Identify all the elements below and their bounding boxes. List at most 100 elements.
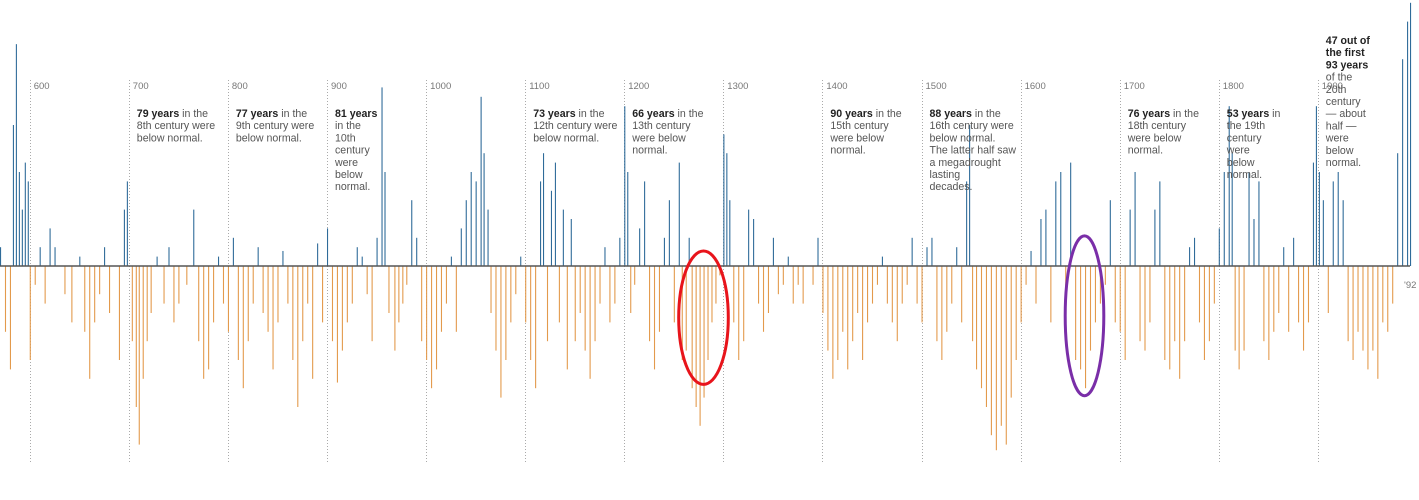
bar (142, 266, 144, 379)
annotation-line: normal. (1227, 169, 1262, 181)
annotation-line: below normal. (533, 132, 599, 144)
annotation-text: normal. (830, 145, 865, 157)
bar (1124, 266, 1126, 360)
annotation-line: 90 years in the (830, 108, 901, 120)
annotation-text: The latter half saw (930, 145, 1017, 157)
bar (562, 209, 564, 266)
bar (941, 266, 943, 360)
bar (1382, 266, 1384, 323)
bar (406, 266, 408, 285)
bar (673, 266, 675, 323)
bar (589, 266, 591, 379)
bar (1050, 266, 1052, 323)
annotation-text: 10th (335, 132, 356, 144)
bar (302, 266, 304, 342)
bar (15, 44, 17, 266)
bar (480, 96, 482, 266)
bar (762, 266, 765, 332)
bar (21, 209, 23, 266)
x-tick-label: '92 (1404, 280, 1416, 291)
bar (455, 266, 457, 332)
annotation-text: below (1227, 157, 1255, 169)
bar (1228, 106, 1230, 266)
bar (1248, 172, 1250, 266)
bar (376, 237, 378, 266)
annotation-line: 18th century (1128, 120, 1187, 132)
bar (558, 266, 560, 323)
bar (627, 172, 629, 266)
bar (520, 256, 522, 266)
bar (366, 266, 368, 295)
bar (1347, 266, 1349, 342)
bar (24, 162, 26, 266)
annotation-text: in the (873, 108, 902, 120)
x-tick-label: 1300 (727, 81, 748, 92)
annotation-line: 47 out of (1326, 35, 1371, 47)
annotation-text: were below (829, 132, 884, 144)
annotation-line: were (1325, 133, 1349, 145)
bar (388, 266, 390, 313)
bar (782, 266, 784, 285)
annotation-line: 13th century (632, 120, 691, 132)
annotation-line: below (335, 169, 363, 181)
annotation-line: below (1326, 145, 1354, 157)
x-tick-label: 1600 (1025, 81, 1046, 92)
bar (715, 266, 717, 304)
bar (1258, 181, 1260, 266)
x-tick-labels: 600 700 800 900 1000 1100 1200 1300 1400 1500 1600… (34, 81, 1417, 291)
bar (1362, 266, 1364, 351)
bar (356, 247, 358, 266)
bar (287, 266, 289, 304)
bar (678, 162, 680, 266)
bar (604, 247, 606, 266)
annotation-text: in the (335, 120, 361, 132)
annotation-line: century (1326, 96, 1361, 108)
bar (487, 209, 489, 266)
annotation-text: normal. (1128, 145, 1163, 157)
bar (1337, 172, 1339, 266)
bar (891, 266, 893, 323)
bar (84, 266, 86, 332)
bar (1407, 21, 1409, 266)
annotation-line: 15th century (830, 120, 889, 132)
bar (733, 266, 735, 323)
annotation-text: 13th century (632, 120, 691, 132)
bar (109, 266, 111, 313)
bar (317, 243, 319, 266)
bar (619, 237, 621, 266)
annotation-text: century (335, 145, 370, 157)
bar (723, 134, 725, 266)
bar (1094, 266, 1096, 323)
bar (1174, 266, 1176, 342)
bar (931, 237, 933, 266)
bar (126, 181, 128, 266)
bar (483, 153, 485, 266)
bar (976, 266, 978, 370)
bar (1352, 266, 1354, 360)
bar (336, 266, 338, 383)
annotation-bold-text: 76 years (1128, 108, 1171, 120)
bar (470, 172, 472, 266)
bar (812, 266, 814, 285)
bar (307, 266, 309, 304)
annotation-line: a megadrought (930, 157, 1001, 169)
bar (738, 266, 740, 360)
bar (1015, 266, 1017, 360)
bar (1193, 237, 1196, 266)
bar (969, 125, 971, 266)
bar (550, 190, 553, 266)
bar (1099, 266, 1101, 304)
annotation-line: were below (829, 132, 884, 144)
bar (579, 266, 581, 313)
annotation-line: decades. (930, 181, 973, 193)
annotation-text: half — (1326, 120, 1357, 132)
bar (1367, 266, 1369, 370)
bar (515, 266, 517, 295)
bar (222, 266, 225, 304)
bar (634, 266, 636, 285)
annotation-text: below normal. (930, 132, 996, 144)
bar (1139, 266, 1141, 342)
bar (1318, 172, 1320, 266)
bar (475, 181, 477, 266)
bar (911, 237, 913, 266)
